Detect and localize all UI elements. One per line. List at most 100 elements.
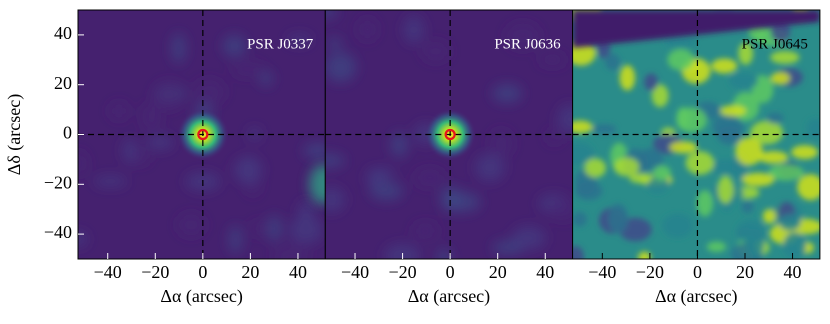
heatmap-texture-blob [366,168,385,188]
heatmap-texture-blob [662,213,694,238]
heatmap-texture-blob [676,107,707,133]
x-tick-label: −20 [389,262,417,282]
heatmap-texture-blob [384,244,421,259]
heatmap-texture-blob [719,105,747,117]
heatmap-texture-blob [358,17,377,41]
heatmap-texture-blob [696,190,714,217]
heatmap-texture-blob [783,232,807,259]
heatmap-texture-blob [768,164,804,181]
heatmap-texture-blob [298,200,314,222]
heatmap-texture-blob [735,137,763,166]
heatmap-texture-blob [289,216,323,245]
heatmap-texture-blob [222,34,246,57]
heatmap-texture-blob [251,220,266,237]
heatmap-texture-blob [546,129,562,144]
heatmap-texture-blob [327,37,342,50]
heatmap-texture-blob [572,120,593,134]
heatmap-texture-blob [746,228,765,258]
heatmap-texture-blob [248,127,261,141]
heatmap-texture-blob [287,34,312,45]
heatmap-texture-blob [797,174,820,201]
heatmap-texture-blob [403,15,424,44]
heatmap-texture [78,33,326,259]
heatmap-texture-blob [572,211,587,227]
heatmap-texture-blob [123,137,137,164]
heatmap-texture-blob [637,148,664,171]
x-tick-label: 20 [736,262,754,282]
y-tick-label: 20 [54,73,72,93]
heatmap-texture-blob [146,135,174,150]
heatmap-texture-blob [325,187,345,212]
heatmap-texture-blob [549,198,573,221]
heatmap-texture-blob [171,33,186,64]
heatmap-texture-blob [605,53,620,71]
heatmap-texture-blob [412,222,439,240]
source-marker [197,128,209,141]
heatmap-texture-blob [651,84,669,108]
heatmap-texture-blob [489,129,513,158]
x-tick-label: 40 [536,262,554,282]
heatmap-texture-blob [613,157,640,177]
heatmap-texture-blob [806,118,820,139]
heatmap-texture-blob [669,141,698,154]
heatmap-texture-blob [492,240,524,255]
heatmap-texture-blob [572,142,595,166]
y-tick-label: −40 [44,222,72,242]
heatmap-texture-blob [770,72,791,85]
x-tick-label: 0 [446,262,455,282]
heatmap-texture-blob [706,241,727,253]
heatmap-texture-blob [608,203,629,234]
heatmap-texture-blob [154,81,183,110]
panel: PSR J0645 −40 −20 0 20 40 Δα (arcsec) [572,9,821,307]
x-axis-label: Δα (arcsec) [655,286,737,307]
heatmap-texture-blob [667,48,695,71]
y-tick-label: 0 [63,123,72,143]
heatmap-texture-blob [572,245,584,259]
x-tick-label: −20 [141,262,169,282]
heatmap-texture-blob [538,53,567,67]
heatmap-texture-blob [791,145,819,160]
x-tick-label: 20 [489,262,507,282]
heatmap-texture-blob [231,61,265,77]
heatmap-texture-blob [653,165,671,181]
heatmap-texture-blob [738,42,754,65]
heatmap-texture-blob [194,79,225,105]
heatmap-edge-band [572,10,820,48]
heatmap-texture-blob [717,175,734,204]
panel: PSR J0337 −40 −20 0 20 40 Δα (arcsec) −40 −20 0 20… [4,9,326,307]
heatmap-texture-blob [325,10,338,18]
heatmap-texture-blob [762,209,776,224]
heatmap-texture-blob [229,225,242,254]
x-tick-label: 0 [198,262,207,282]
heatmap-texture-blob [235,156,262,185]
heatmap-texture-blob [664,37,697,48]
x-tick-label: −20 [636,262,664,282]
heatmap-texture-blob [557,104,573,134]
heatmap-texture-blob [741,200,754,214]
x-tick-label: −40 [94,262,122,282]
heatmap-texture-blob [592,124,617,135]
x-tick-label: 0 [693,262,702,282]
y-tick-label: −20 [44,172,72,192]
heatmap-texture-blob [475,153,505,182]
heatmap-texture-blob [584,158,607,178]
panel-title: PSR J0645 [742,36,808,52]
heatmap-texture-blob [93,175,128,187]
heatmap-texture-blob [109,102,129,120]
heatmap-blob [309,164,326,205]
heatmap-texture-blob [711,58,738,74]
heatmap-texture-blob [644,73,658,91]
heatmap-texture [325,10,573,259]
panel-frame [572,9,821,260]
source-marker [444,128,456,141]
heatmap-texture-blob [492,84,522,103]
y-tick-label: 40 [54,23,72,43]
heatmap-texture-blob [78,232,88,247]
x-axis-label: Δα (arcsec) [160,286,242,307]
x-tick-label: 40 [784,262,802,282]
heatmap-texture-blob [750,120,784,145]
heatmap-texture-blob [437,248,452,259]
heatmap-texture-blob [770,50,800,64]
y-axis-label: Δδ (arcsec) [4,94,25,176]
